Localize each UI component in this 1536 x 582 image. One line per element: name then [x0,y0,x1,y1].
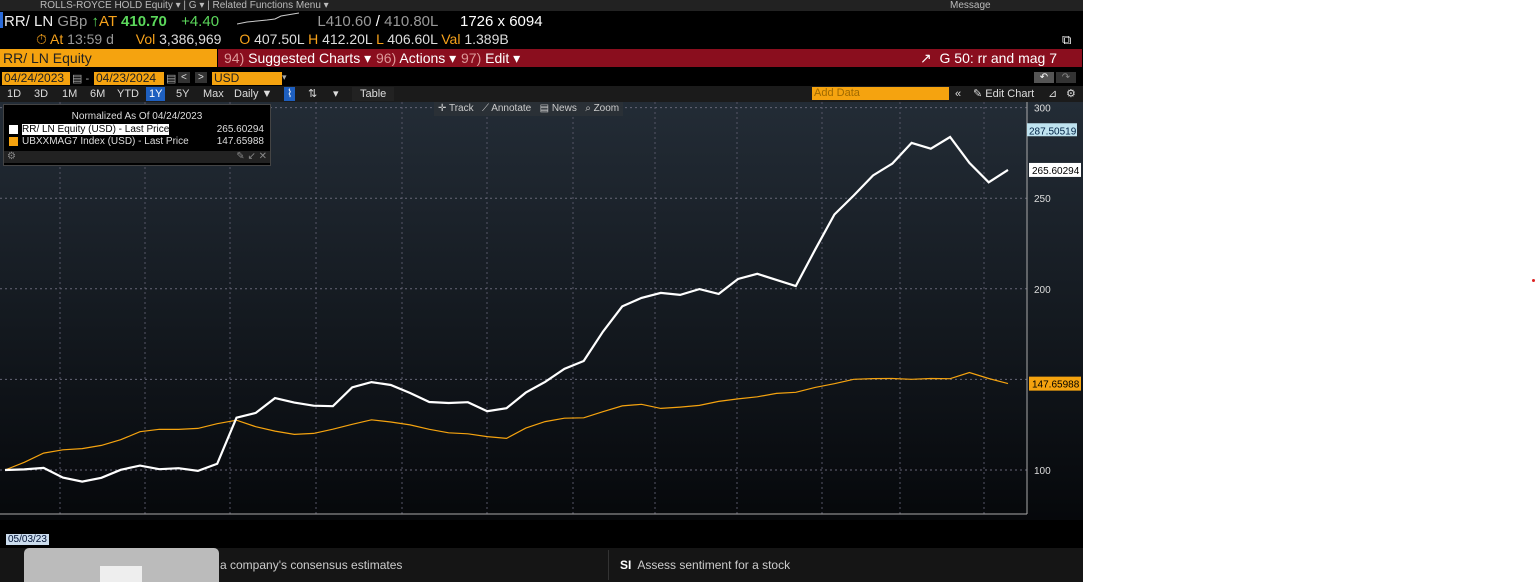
y-tick-label: 300 [1034,104,1051,115]
last-value-badge [1029,376,1081,391]
period-5y[interactable]: 5Y [176,88,190,100]
divider [608,550,609,580]
last-value-label: 147.65988 [1032,380,1080,391]
period-1m[interactable]: 1M [62,88,78,100]
undo-button[interactable]: ↶ [1034,72,1054,83]
clock-icon: ⏱ [36,31,47,47]
high-label: H [308,31,319,47]
legend-controls[interactable]: ✎ ↙ ✕ [236,151,267,162]
change: +4.40 [181,13,220,30]
last-price: 410.70 [121,13,167,30]
bar-chart-icon[interactable]: ⇅ [308,88,318,100]
top-menu[interactable]: ROLLS-ROYCE HOLD Equity ▾ | G ▾ | Relate… [40,0,329,11]
prev-button[interactable]: < [178,72,190,83]
period-3d[interactable]: 3D [34,88,49,100]
add-data-input[interactable]: Add Data [812,87,949,100]
y-tick-label: 100 [1034,466,1051,477]
legend: Normalized As Of 04/24/2023 RR/ LN Equit… [3,104,271,166]
chevron-down-icon[interactable]: ▾ [282,72,287,82]
bid: L410.60 [317,13,372,30]
low: 406.60L [387,31,438,47]
legend-item[interactable]: UBXXMAG7 Index (USD) - Last Price 147.659… [4,135,270,147]
news-tool[interactable]: ▤ News [539,103,577,114]
y-tick-label: 200 [1034,285,1051,296]
currency: GBp [57,13,88,30]
last-value-label: 265.60294 [1032,166,1080,177]
redo-button[interactable]: ↷ [1056,72,1076,83]
frequency-select[interactable]: Daily ▼ [234,88,273,100]
message-button[interactable]: Message [950,0,991,11]
edit-chart-button[interactable]: ✎ Edit Chart [973,88,1035,100]
suggested-charts-menu[interactable]: 94) Suggested Charts ▾ [224,50,372,66]
open: 407.50L [254,31,305,47]
series-line [4,371,1009,471]
val-label: Val [441,31,461,47]
collapse-icon[interactable]: « [955,88,962,100]
open-label: O [239,31,251,47]
red-dot [1532,279,1535,282]
actions-menu[interactable]: 96) Actions ▾ [376,50,457,66]
indicator [0,12,3,28]
high-marker-label: 287.50519 [1029,126,1077,137]
currency-select[interactable]: USD [212,72,282,85]
bloomberg-terminal: ROLLS-ROYCE HOLD Equity ▾ | G ▾ | Relate… [0,0,1083,582]
time: 13:59 d [67,31,114,47]
series-line [4,135,1009,483]
high: 412.20L [322,31,373,47]
start-date-input[interactable]: 04/24/2023 [2,72,70,85]
ticker: RR/ LN [4,13,54,30]
gear-icon[interactable]: ⚙ [1066,88,1076,100]
function-hint[interactable]: SI Assess sentiment for a stock [620,548,791,582]
size: 1726 x 6094 [459,13,543,30]
ask: 410.80L [384,13,438,30]
up-arrow-icon: ↑ [91,13,100,30]
chart-tools: ✛ Track ⟋ Annotate ▤ News ⌕ Zoom [434,102,624,116]
vol-label: Vol [135,31,156,47]
end-date-input[interactable]: 04/23/2024 [94,72,164,85]
y-tick-label: 250 [1034,194,1051,205]
low-label: L [376,31,384,47]
overlay-window [24,548,219,582]
track-tool[interactable]: ✛ Track [438,103,474,114]
volume: 3,386,969 [159,31,222,47]
annotate-icon[interactable]: ⊿ [1048,88,1058,100]
gear-icon[interactable]: ⚙ [7,151,16,162]
table-button[interactable]: Table [352,87,395,101]
next-button[interactable]: > [195,72,207,83]
sparkline-icon [237,12,300,25]
period-1d[interactable]: 1D [7,88,22,100]
period-6m[interactable]: 6M [90,88,106,100]
function-hint[interactable]: a company's consensus estimates [220,548,403,582]
high-marker [1027,123,1077,137]
at-label: AT [99,13,117,30]
legend-item[interactable]: RR/ LN Equity (USD) - Last Price 265.6029… [4,123,270,135]
legend-footer: ⚙ ✎ ↙ ✕ [4,151,270,163]
security-field[interactable]: RR/ LN Equity [0,49,217,67]
period-1y[interactable]: 1Y [146,87,166,101]
edit-menu[interactable]: 97) Edit ▾ [461,50,521,66]
last-value-badge [1029,162,1081,177]
zoom-tool[interactable]: ⌕ Zoom [585,103,620,114]
calendar-icon[interactable]: ▤ [166,73,177,85]
menu-bar [218,49,1082,67]
quote-line: RR/ LN GBp ↑AT 410.70 +4.40 L410.60 / 41… [4,12,543,30]
chevron-down-icon[interactable]: ▾ [333,88,339,100]
line-chart-icon[interactable]: ⌇ [284,87,296,101]
legend-title: Normalized As Of 04/24/2023 [71,111,203,122]
chart-area[interactable]: AprMayJunJulAugSepOctNovDecJanFebMarApr1… [0,102,1083,548]
apple-icon [100,566,142,582]
export-icon[interactable]: ↗ [920,50,932,66]
value-traded: 1.389B [464,31,509,47]
annotate-tool[interactable]: ⟋ Annotate [481,103,532,114]
top-menu-bar: ROLLS-ROYCE HOLD Equity ▾ | G ▾ | Relate… [0,0,1083,11]
chart-title: ↗ G 50: rr and mag 7 [920,50,1058,66]
period-max[interactable]: Max [203,88,224,100]
cursor-date: 05/03/23 [6,534,49,545]
time-label: At [50,31,64,47]
popout-icon[interactable]: ⧉ [1062,32,1072,47]
stats-line: ⏱ At 13:59 d Vol 3,386,969 O 407.50L H 4… [4,31,509,48]
calendar-icon[interactable]: ▤ - [72,73,90,85]
period-ytd[interactable]: YTD [117,88,139,100]
